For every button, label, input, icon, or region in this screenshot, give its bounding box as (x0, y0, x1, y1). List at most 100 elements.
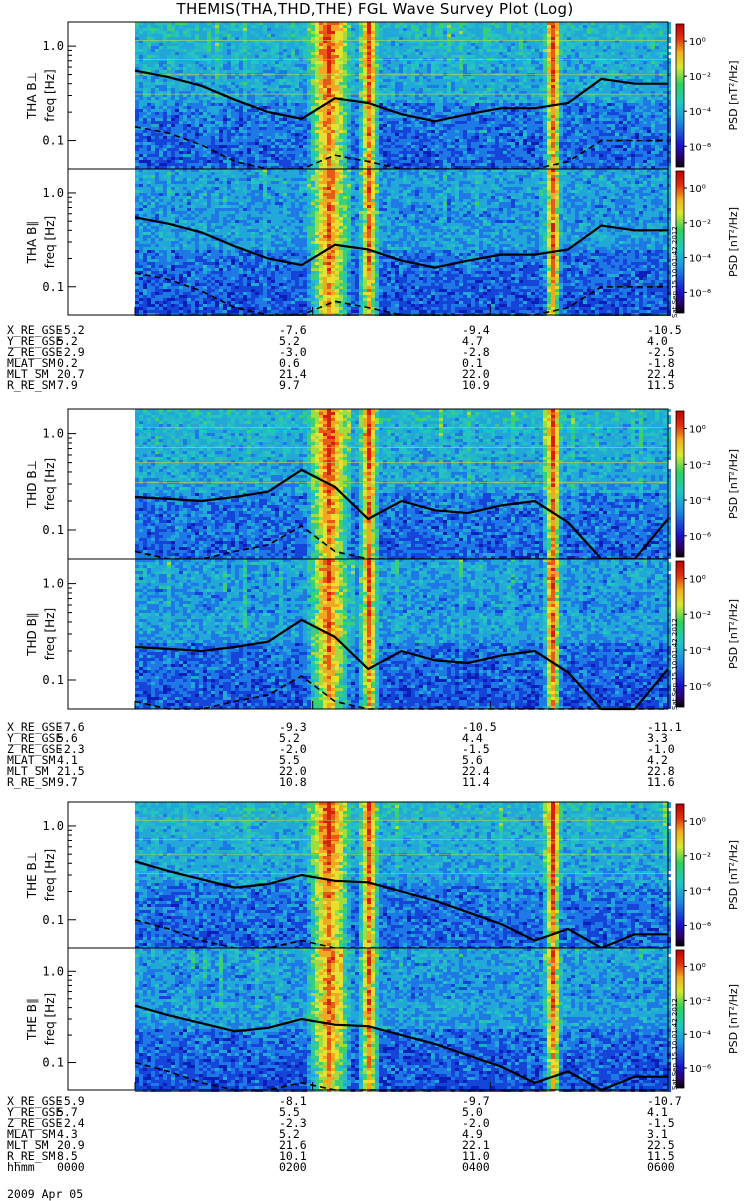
heat-cell (511, 118, 515, 121)
heat-cell (331, 28, 335, 31)
heat-cell (351, 139, 355, 142)
heat-cell (467, 91, 471, 94)
heat-cell (583, 31, 587, 34)
heat-cell (559, 148, 563, 151)
heat-cell (187, 145, 191, 148)
heat-cell (323, 142, 327, 145)
heat-cell (179, 34, 183, 37)
heat-cell (463, 55, 467, 58)
heat-cell (491, 148, 495, 151)
heat-cell (459, 31, 463, 34)
heat-cell (471, 106, 475, 109)
heat-cell (323, 163, 327, 166)
heat-cell (199, 136, 203, 139)
heat-cell (495, 151, 499, 154)
heat-cell (403, 151, 407, 154)
heat-cell (135, 151, 139, 154)
heat-cell (519, 85, 523, 88)
heat-cell (547, 85, 551, 88)
heat-cell (231, 46, 235, 49)
heat-cell (563, 130, 567, 133)
heat-cell (287, 76, 291, 79)
heat-cell (363, 91, 367, 94)
heat-cell (275, 142, 279, 145)
heat-cell (143, 142, 147, 145)
heat-cell (191, 37, 195, 40)
heat-cell (195, 103, 199, 106)
heat-cell (175, 46, 179, 49)
heat-cell (527, 121, 531, 124)
heat-cell (155, 64, 159, 67)
heat-cell (327, 142, 331, 145)
heat-cell (555, 121, 559, 124)
heat-cell (583, 118, 587, 121)
heat-cell (511, 133, 515, 136)
heat-cell (251, 61, 255, 64)
heat-cell (575, 160, 579, 163)
heat-cell (135, 145, 139, 148)
heat-cell (187, 67, 191, 70)
heat-cell (459, 70, 463, 73)
heat-cell (211, 31, 215, 34)
heat-cell (463, 136, 467, 139)
heat-cell (395, 25, 399, 28)
heat-cell (231, 61, 235, 64)
heat-cell (415, 34, 419, 37)
heat-cell (563, 154, 567, 157)
heat-cell (543, 76, 547, 79)
heat-cell (431, 163, 435, 166)
heat-cell (243, 148, 247, 151)
heat-cell (563, 139, 567, 142)
heat-cell (339, 76, 343, 79)
heat-cell (479, 67, 483, 70)
heat-cell (223, 67, 227, 70)
heat-cell (551, 55, 555, 58)
heat-cell (387, 97, 391, 100)
heat-cell (179, 139, 183, 142)
heat-cell (155, 142, 159, 145)
heat-cell (475, 154, 479, 157)
heat-cell (215, 109, 219, 112)
heat-cell (363, 145, 367, 148)
heat-cell (267, 100, 271, 103)
heat-cell (267, 25, 271, 28)
heat-cell (399, 106, 403, 109)
heat-cell (323, 25, 327, 28)
heat-cell (235, 163, 239, 166)
heat-cell (419, 31, 423, 34)
heat-cell (151, 34, 155, 37)
heat-cell (419, 52, 423, 55)
heat-cell (547, 34, 551, 37)
heat-cell (347, 55, 351, 58)
heat-cell (155, 124, 159, 127)
heat-cell (575, 52, 579, 55)
heat-cell (511, 52, 515, 55)
heat-cell (191, 79, 195, 82)
heat-cell (183, 100, 187, 103)
heat-cell (347, 31, 351, 34)
heat-cell (415, 103, 419, 106)
heat-cell (435, 85, 439, 88)
heat-cell (371, 136, 375, 139)
heat-cell (315, 79, 319, 82)
heat-cell (331, 91, 335, 94)
heat-cell (135, 163, 139, 166)
heat-cell (403, 121, 407, 124)
heat-cell (283, 67, 287, 70)
heat-cell (403, 163, 407, 166)
heat-cell (231, 130, 235, 133)
heat-cell (323, 82, 327, 85)
heat-cell (195, 91, 199, 94)
heat-cell (303, 127, 307, 130)
heat-cell (443, 103, 447, 106)
heat-cell (523, 103, 527, 106)
heat-cell (503, 31, 507, 34)
heat-cell (299, 97, 303, 100)
heat-cell (219, 67, 223, 70)
heat-cell (583, 115, 587, 118)
heat-cell (431, 115, 435, 118)
heat-cell (283, 148, 287, 151)
heat-cell (491, 97, 495, 100)
heat-cell (275, 154, 279, 157)
heat-cell (291, 148, 295, 151)
